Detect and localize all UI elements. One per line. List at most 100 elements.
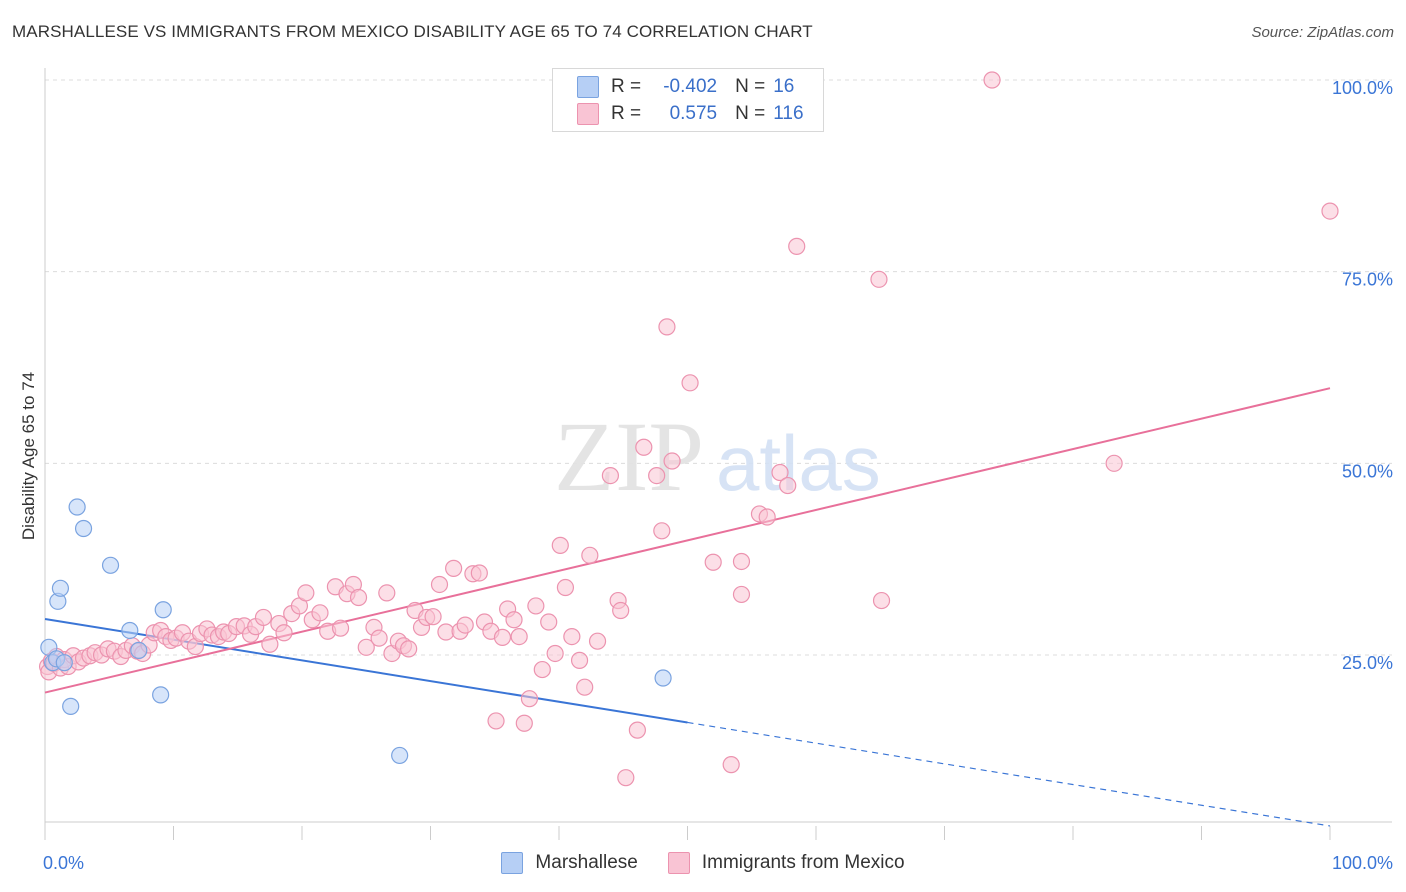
chart-title: MARSHALLESE VS IMMIGRANTS FROM MEXICO DI… [12, 22, 813, 41]
mexico-point [570, 651, 589, 669]
mexico-point [546, 644, 564, 663]
marshallese-point [74, 519, 93, 538]
correlation-legend: R = -0.402 N = 16 R = 0.575 N = 116 [552, 68, 824, 132]
legend-n-label: N = [735, 103, 766, 124]
mexico-point [515, 714, 533, 732]
y-tick-label: 75.0% [1342, 270, 1393, 290]
mexico-point [1105, 454, 1123, 472]
legend-row-mexico: R = 0.575 N = 116 [577, 102, 804, 126]
mexico-point [540, 613, 558, 631]
mexico-trend-line [44, 387, 1331, 694]
mexico-point [370, 629, 388, 647]
y-tick-label: 25.0% [1342, 653, 1393, 673]
marshallese-point [130, 641, 148, 660]
legend-r-value: -0.402 [663, 76, 718, 97]
mexico-point [563, 627, 581, 646]
marshallese-point [68, 498, 86, 516]
axes [44, 68, 1392, 840]
mexico-point [870, 270, 888, 288]
mexico-point [424, 608, 442, 626]
mexico-point [771, 463, 789, 482]
marshallese-point [62, 697, 80, 715]
legend-swatch-mexico [577, 103, 599, 125]
legend-r-label: R = [611, 103, 642, 124]
marshallese-trend-extension [687, 721, 1331, 827]
marshallese-point [152, 686, 170, 704]
mexico-point [658, 318, 676, 336]
marshallese-point [654, 669, 672, 687]
series-swatch-mexico [667, 852, 690, 874]
mexico-point [505, 611, 523, 629]
mexico-point [556, 578, 575, 597]
mexico-point [576, 678, 594, 696]
marshallese-point [51, 579, 70, 597]
mexico-point [588, 632, 607, 650]
mexico-point [275, 624, 293, 642]
x-tick-label: 0.0% [43, 853, 84, 873]
series-name: Marshallese [535, 852, 638, 873]
mexico-point [628, 721, 646, 739]
watermark: ZIP atlas [554, 401, 881, 512]
mexico-point [378, 584, 396, 602]
mexico-point [612, 601, 630, 620]
legend-n-label: N = [735, 76, 766, 97]
source-label: Source: ZipAtlas.com [1251, 24, 1394, 41]
series-name: Immigrants from Mexico [701, 852, 905, 873]
marshallese-point [121, 621, 139, 640]
mexico-point [617, 769, 635, 787]
mexico-point [722, 756, 740, 774]
series-swatch-marshallese [501, 852, 524, 874]
legend-n-value: 16 [773, 76, 795, 97]
mexico-point [520, 690, 539, 708]
mexico-point [732, 552, 751, 571]
marshallese-point [391, 746, 409, 765]
mexico-point [357, 638, 375, 656]
series-legend-marshallese: Marshallese [501, 852, 638, 874]
mexico-point [487, 712, 505, 730]
mexico-point [493, 628, 512, 646]
marshallese-point [55, 654, 73, 672]
mexico-point [527, 597, 545, 615]
y-axis-label: Disability Age 65 to 74 [19, 372, 38, 540]
legend-n-value: 116 [773, 103, 804, 124]
legend-r-label: R = [611, 76, 642, 97]
mexico-point [510, 627, 528, 646]
legend-row-marshallese: R = -0.402 N = 16 [577, 75, 794, 99]
marshallese-point [101, 556, 120, 574]
mexico-point [1321, 202, 1339, 220]
mexico-point [983, 71, 1001, 89]
y-tick-label: 100.0% [1332, 78, 1393, 98]
mexico-point [653, 522, 671, 540]
mexico-point [635, 438, 653, 456]
mexico-point [663, 452, 681, 470]
series-legend-mexico: Immigrants from Mexico [667, 852, 905, 874]
mexico-point [311, 604, 329, 622]
mexico-point [704, 553, 722, 571]
mexico-point [788, 237, 806, 255]
mexico-point [648, 467, 666, 485]
y-tick-label: 50.0% [1342, 461, 1393, 481]
mexico-point [470, 564, 488, 582]
mexico-point [331, 619, 350, 637]
x-tick-label: 100.0% [1332, 853, 1393, 873]
mexico-point [430, 575, 449, 594]
legend-swatch-marshallese [577, 76, 599, 98]
mexico-point [445, 559, 463, 577]
mexico-point [261, 635, 279, 653]
mexico-point [533, 660, 551, 679]
mexico-point [601, 467, 620, 485]
mexico-point [297, 584, 315, 602]
mexico-point [254, 608, 273, 627]
mexico-point [779, 476, 797, 495]
mexico-point [456, 616, 474, 634]
mexico-point [400, 640, 418, 658]
mexico-point [551, 536, 569, 554]
watermark-zip: ZIP [554, 401, 704, 512]
watermark-atlas: atlas [716, 419, 881, 507]
legend-r-value: 0.575 [669, 103, 718, 124]
data-points [38, 71, 1339, 787]
mexico-point [732, 585, 751, 604]
mexico-point [681, 374, 699, 392]
mexico-point [349, 588, 368, 607]
tick-labels: 25.0% 50.0% 75.0% 100.0% 0.0% 100.0% [43, 78, 1393, 873]
